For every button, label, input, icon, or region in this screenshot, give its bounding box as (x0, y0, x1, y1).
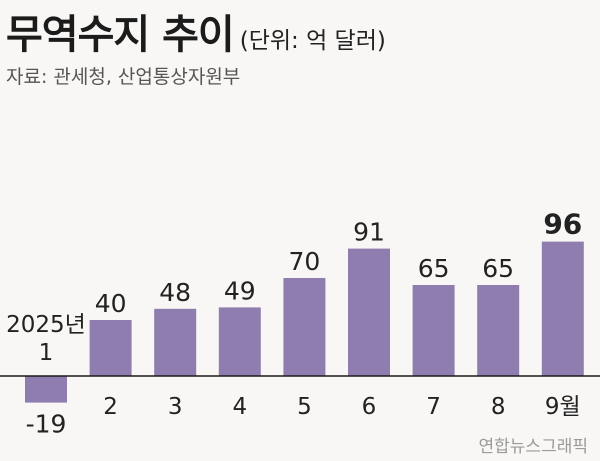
category-label: 2025년 (6, 312, 86, 338)
bar (412, 285, 455, 376)
bar (154, 308, 197, 376)
chart-title: 무역수지 추이 (6, 12, 235, 58)
value-label: 65 (482, 254, 514, 283)
category-label: 2 (103, 394, 118, 420)
value-label: 48 (159, 278, 191, 307)
category-label: 9월 (545, 394, 581, 420)
category-label: 4 (232, 394, 247, 420)
bar (541, 241, 584, 376)
value-label: 91 (353, 218, 385, 247)
value-label: 96 (543, 208, 582, 241)
title-block: 무역수지 추이 (단위: 억 달러) (6, 2, 386, 60)
category-label: 1 (39, 340, 54, 366)
value-label: -19 (26, 410, 67, 439)
bar (218, 307, 261, 376)
category-label: 3 (168, 394, 183, 420)
category-label: 8 (491, 394, 506, 420)
bar (89, 320, 132, 376)
value-label: 70 (288, 247, 320, 276)
category-label: 6 (362, 394, 377, 420)
unit-label: (단위: 억 달러) (239, 28, 386, 54)
bar (348, 248, 390, 376)
category-label: 7 (426, 394, 441, 420)
source-note: 자료: 관세청, 산업통상자원부 (6, 66, 241, 88)
value-label: 49 (224, 276, 256, 305)
bar (283, 278, 326, 376)
bar (477, 285, 520, 376)
category-label: 5 (297, 394, 312, 420)
credit-label: 연합뉴스그래픽 (478, 437, 588, 457)
value-label: 65 (418, 254, 450, 283)
value-label: 40 (95, 289, 127, 318)
bar (25, 376, 67, 403)
